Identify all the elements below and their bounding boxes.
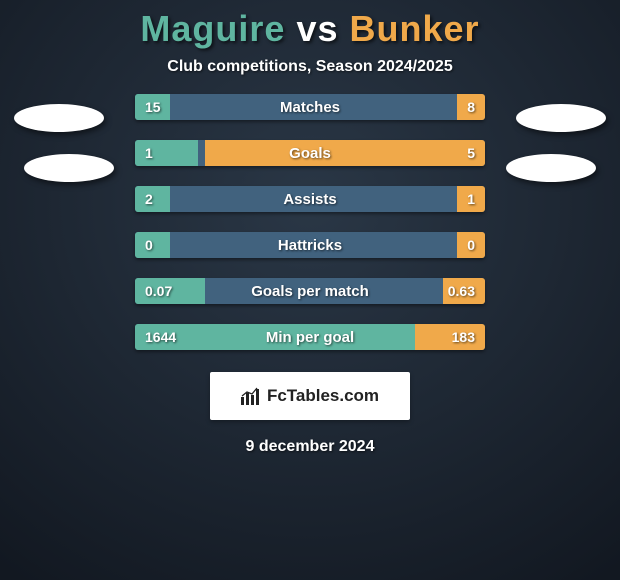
bar-label: Goals per match <box>135 278 485 304</box>
bar-label: Hattricks <box>135 232 485 258</box>
stat-bar-row: 158Matches <box>135 94 485 120</box>
logo-text: FcTables.com <box>267 386 379 406</box>
date-label: 9 december 2024 <box>246 438 375 456</box>
title-player1: Maguire <box>140 8 285 49</box>
club-badge-left-2 <box>24 154 114 182</box>
stat-bar-row: 15Goals <box>135 140 485 166</box>
stat-bars: 158Matches 15Goals 21Assists 00Hattricks 0.0… <box>135 94 485 350</box>
comparison-area: 158Matches 15Goals 21Assists 00Hattricks 0.0… <box>0 94 620 350</box>
bar-label: Assists <box>135 186 485 212</box>
stat-bar-row: 0.070.63Goals per match <box>135 278 485 304</box>
club-badge-right-1 <box>516 104 606 132</box>
title-vs: vs <box>296 8 338 49</box>
stat-bar-row: 21Assists <box>135 186 485 212</box>
bar-label: Matches <box>135 94 485 120</box>
bar-label: Min per goal <box>135 324 485 350</box>
club-badge-right-2 <box>506 154 596 182</box>
bar-label: Goals <box>135 140 485 166</box>
club-badge-left-1 <box>14 104 104 132</box>
title-player2: Bunker <box>350 8 480 49</box>
fctables-logo: FcTables.com <box>210 372 410 420</box>
page-title: Maguire vs Bunker <box>140 8 479 50</box>
subtitle: Club competitions, Season 2024/2025 <box>167 58 452 76</box>
chart-icon <box>241 387 261 405</box>
stat-bar-row: 00Hattricks <box>135 232 485 258</box>
stat-bar-row: 1644183Min per goal <box>135 324 485 350</box>
